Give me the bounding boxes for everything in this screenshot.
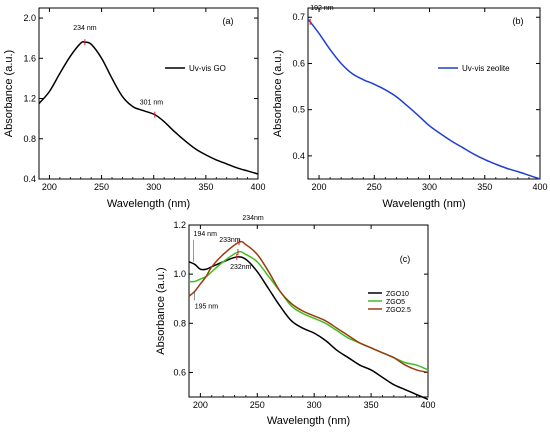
y-tick-label: 0.8 [173, 318, 186, 328]
plot-frame [307, 7, 541, 180]
x-tick-label: 250 [94, 182, 109, 192]
x-tick-label: 250 [367, 182, 382, 192]
y-axis-label: Absorbance (a.u.) [155, 267, 167, 354]
y-tick-label: 0.6 [292, 58, 305, 68]
y-axis-label: Absorbance (a.u.) [3, 50, 15, 137]
series-line-zgo2-5 [188, 240, 429, 374]
x-tick-label: 300 [307, 400, 322, 410]
y-tick-label: 1.0 [173, 269, 186, 279]
legend-entry: ZGO5 [386, 299, 405, 306]
panel-label: (b) [513, 16, 524, 26]
panel-label: (a) [223, 16, 234, 26]
x-axis-label: Wavelength (nm) [382, 198, 465, 210]
annotation-label: 234 nm [73, 25, 97, 32]
y-tick-label: 0.8 [23, 134, 36, 144]
series-line-uv-vis-go [38, 41, 259, 175]
x-tick-label: 400 [532, 182, 547, 192]
y-axis-label: Absorbance (a.u.) [272, 50, 284, 137]
chart-panel-2: 200 250 300 350 400 0.4 0.5 0.6 0.7 Wavelength (n… [272, 5, 548, 210]
x-tick-label: 250 [250, 400, 265, 410]
legend-entry: ZGO10 [386, 291, 409, 298]
y-tick-label: 1.2 [173, 220, 186, 230]
x-tick-label: 350 [477, 182, 492, 192]
x-tick-label: 300 [422, 182, 437, 192]
x-tick-label: 200 [312, 182, 327, 192]
annotation-label: 194 nm [194, 231, 218, 238]
annotation-label: 233nm [219, 237, 241, 244]
x-tick-label: 350 [364, 400, 379, 410]
y-tick-label: 1.2 [23, 94, 36, 104]
y-tick-label: 2.0 [23, 13, 36, 23]
x-axis-label: Wavelength (nm) [107, 198, 190, 210]
legend: Uv-vis GO [165, 64, 226, 73]
x-tick-label: 300 [146, 182, 161, 192]
series-line-zgo10 [188, 256, 429, 401]
legend-entry: Uv-vis zeolite [462, 64, 510, 73]
panel-label: (c) [400, 254, 411, 264]
x-tick-label: 350 [198, 182, 213, 192]
x-tick-label: 200 [42, 182, 57, 192]
y-tick-label: 0.6 [173, 367, 186, 377]
x-tick-label: 200 [193, 400, 208, 410]
x-tick-label: 400 [420, 400, 435, 410]
legend: Uv-vis zeolite [438, 64, 510, 73]
annotation-label: 301 nm [140, 100, 164, 107]
chart-panel-3: 200 250 300 350 400 0.6 0.8 1.0 1.2 Wavelength (n… [155, 215, 436, 427]
y-tick-label: 0.4 [292, 151, 305, 161]
plot-frame [188, 224, 429, 398]
y-tick-label: 0.4 [23, 174, 36, 184]
legend-entry: Uv-vis GO [189, 64, 226, 73]
chart-panel-1: 200 250 300 350 400 0.4 0.8 1.2 1.6 2.0 Wavelength… [3, 7, 266, 210]
annotation-label: 192 nm [310, 5, 334, 12]
annotation-label: 234nm [242, 215, 264, 222]
legend-entry: ZGO2.5 [386, 307, 411, 314]
plot-frame [38, 7, 259, 180]
series-line-uv-vis-zeolite [307, 19, 541, 180]
annotation-label: 195 nm [195, 303, 219, 310]
y-tick-label: 1.6 [23, 53, 36, 63]
y-tick-label: 0.5 [292, 105, 305, 115]
y-tick-label: 0.7 [292, 12, 305, 22]
annotation-label: 232nm [230, 264, 252, 271]
x-axis-label: Wavelength (nm) [267, 415, 350, 427]
x-tick-label: 400 [250, 182, 265, 192]
